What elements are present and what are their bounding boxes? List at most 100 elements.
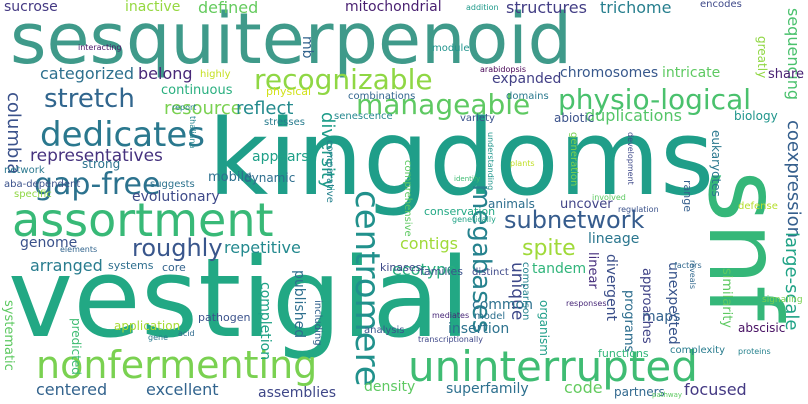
word-combinations: combinations — [348, 91, 416, 102]
word-comparison: comparison — [520, 262, 531, 321]
word-contigs: contigs — [400, 234, 458, 253]
word-plants: plants — [510, 159, 535, 168]
word-share: share — [768, 67, 805, 82]
word-appears: appears — [252, 149, 309, 165]
word-sucrose: sucrose — [4, 0, 58, 15]
word-defined: defined — [198, 0, 259, 17]
word-focused: focused — [684, 380, 747, 399]
word-large-scale: large-scale — [781, 232, 802, 331]
word-duplications: duplications — [585, 106, 682, 125]
word-completion: completion — [257, 282, 273, 361]
word-unique: unique — [507, 262, 527, 321]
word-abiotic: abiotic — [554, 111, 595, 125]
word-sequencing: sequencing — [784, 8, 803, 100]
word-centered: centered — [36, 380, 108, 399]
word-eukaryotes: eukaryotes — [709, 130, 723, 197]
word-ecotype: ecotype — [392, 260, 457, 279]
word-families: families — [420, 265, 463, 278]
word-partners: partners — [614, 385, 665, 399]
word-comparative: comparative — [324, 140, 335, 203]
word-elements: elements — [60, 245, 98, 254]
word-recognizable: recognizable — [254, 63, 433, 96]
word-categorized: categorized — [40, 64, 135, 83]
word-stretch: stretch — [44, 84, 135, 114]
word-defense: defense — [738, 201, 778, 212]
word-assemblies: assemblies — [258, 385, 336, 401]
word-manageable: manageable — [356, 88, 531, 121]
word-organism: organism — [537, 300, 551, 356]
word-linear: linear — [585, 252, 600, 289]
word-genome: genome — [20, 235, 78, 251]
word-systems: systems — [108, 259, 154, 272]
word-generation: generation — [568, 132, 579, 187]
word-coexpression: coexpression — [783, 120, 804, 239]
word-unexpected: unexpected — [665, 262, 681, 345]
word-dedicates: dedicates — [40, 115, 206, 155]
word-report: report — [172, 103, 197, 112]
word-involved: involved — [592, 193, 626, 202]
word-belong: belong — [138, 64, 193, 83]
word-reflect: reflect — [236, 98, 294, 119]
word-evolutionary: evolutionary — [132, 189, 220, 205]
word-tandem: tandem — [532, 261, 587, 277]
word-suggests: suggests — [150, 179, 195, 190]
word-aba-dependent: aba-dependent — [4, 179, 81, 190]
word-functions: functions — [598, 347, 649, 360]
word-inactive: inactive — [125, 0, 181, 15]
word-including: including — [312, 300, 323, 346]
word-pathogen: pathogen — [198, 311, 251, 324]
word-mb: mb — [299, 36, 315, 59]
word-dynamic: dynamic — [244, 171, 296, 185]
word-gap-free: gap-free — [34, 167, 161, 202]
word-excellent: excellent — [146, 380, 219, 399]
word-encodes: encodes — [700, 0, 742, 10]
word-responses: responses — [566, 299, 607, 308]
word-maps: maps — [642, 309, 681, 325]
word-variety: variety — [460, 113, 495, 124]
word-reveals: reveals — [688, 260, 697, 289]
word-lineage: lineage — [588, 231, 640, 247]
word-programs: programs — [621, 290, 636, 353]
word-kingdoms: kingdoms — [208, 97, 715, 219]
word-structures: structures — [506, 0, 587, 17]
word-kinases: kinases — [380, 261, 422, 274]
word-abscisic: abscisic — [738, 321, 786, 335]
word-diversity: diversity — [317, 112, 338, 190]
word-divergent: divergent — [603, 254, 619, 322]
word-nonfermenting: nonfermenting — [36, 343, 318, 387]
word-similarity: similarity — [719, 268, 734, 328]
word-domains: domains — [506, 91, 549, 102]
word-signaling: signaling — [762, 295, 803, 305]
word-mitochondrial: mitochondrial — [345, 0, 442, 15]
word-understanding: understanding — [486, 132, 495, 191]
word-highly: highly — [200, 69, 231, 80]
word-superfamily: superfamily — [446, 381, 529, 397]
word-mobile: mobile — [208, 170, 253, 185]
word-biology: biology — [734, 109, 778, 123]
word-module: module — [432, 43, 470, 54]
word-repetitive: repetitive — [224, 238, 301, 257]
word-arabidopsis: arabidopsis — [480, 65, 527, 74]
word-addition: addition — [466, 3, 499, 12]
word-genetically: genetically — [452, 215, 496, 224]
word-systematic: systematic — [1, 300, 16, 371]
word-continuous: continuous — [161, 83, 233, 98]
word-thaliana: thaliana — [188, 116, 197, 149]
word-identify: identify — [454, 175, 481, 183]
word-physio-logical: physio-logical — [558, 83, 752, 116]
word-specific: specific — [14, 189, 52, 200]
word-predicted: predicted — [69, 318, 83, 375]
word-application: application — [114, 319, 181, 333]
word-mediates: mediates — [432, 311, 470, 320]
word-transcriptionally: transcriptionally — [418, 335, 483, 344]
word-uncover: uncover — [560, 197, 613, 212]
word-uninterrupted: uninterrupted — [408, 342, 698, 391]
word-comprehensive: comprehensive — [402, 160, 413, 237]
word-analysis: analysis — [364, 325, 405, 336]
word-insertion: insertion — [448, 321, 510, 337]
word-physical: physical — [266, 85, 312, 98]
word-vestigial: vestigial — [8, 234, 471, 362]
word-distinct: distinct — [472, 267, 509, 278]
word-complexity: complexity — [670, 345, 725, 356]
